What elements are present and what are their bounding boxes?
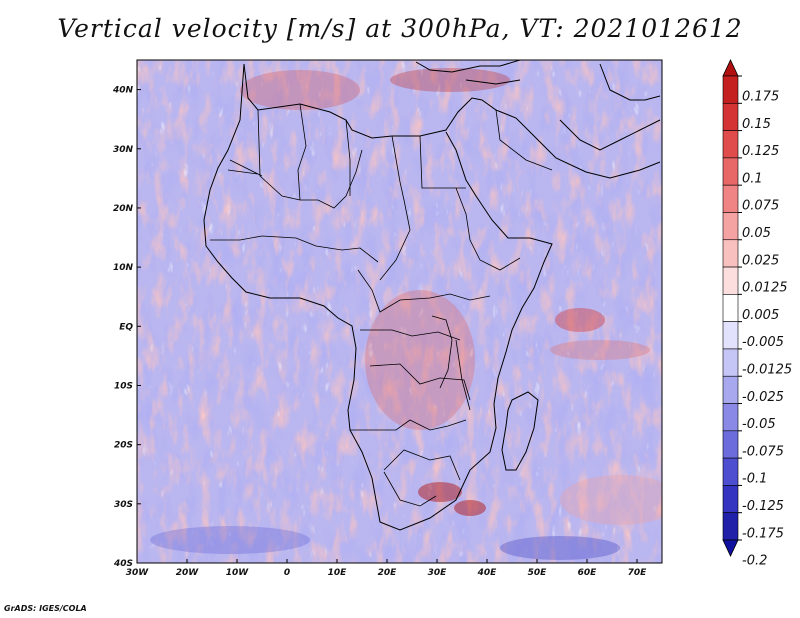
colorbar-label: 0.125	[742, 144, 779, 159]
colorbar-top-triangle	[722, 59, 739, 77]
colorbar-box	[722, 348, 739, 377]
axes: 30W 20W 10W 0 10E 20E 30E 40E 50E 60E 70E 40N 30N 20N…	[112, 86, 647, 578]
colorbar-box	[722, 403, 739, 432]
lon-tick-label: 50E	[528, 568, 548, 578]
colorbar-box	[722, 430, 739, 459]
colorbar-box	[722, 75, 739, 104]
colorbar-box	[722, 102, 739, 131]
lon-tick-label: 20W	[176, 568, 200, 578]
colorbar-label: -0.125	[742, 499, 784, 514]
colorbar-box	[722, 512, 739, 541]
lon-tick-label: 60E	[578, 568, 598, 578]
colorbar-label: -0.075	[742, 444, 784, 459]
colorbar-box	[722, 184, 739, 213]
colorbar-label: 0.075	[742, 199, 779, 214]
lon-tick-label: 70E	[628, 568, 648, 578]
chart-title: Vertical velocity [m/s] at 300hPa, VT: 2…	[57, 14, 743, 43]
colorbar-label: 0.025	[742, 253, 779, 268]
colorbar-box	[722, 485, 739, 514]
colorbar-box	[722, 212, 739, 241]
colorbar-box	[722, 239, 739, 268]
lat-tick-label: 30N	[113, 145, 134, 155]
colorbar-box	[722, 375, 739, 404]
lat-tick-label: 40N	[112, 86, 134, 96]
colorbar-label: -0.0125	[742, 363, 792, 378]
colorbar-label: 0.15	[742, 117, 771, 132]
colorbar-label: -0.1	[742, 472, 767, 487]
lat-tick-label: 40S	[113, 559, 133, 569]
colorbar-label: -0.05	[742, 417, 776, 432]
lat-tick-label: 10N	[113, 263, 134, 273]
lon-tick-label: 30E	[428, 568, 448, 578]
colorbar-label: 0.0125	[742, 281, 788, 296]
coastlines	[203, 60, 661, 531]
colorbar-label: 0.175	[742, 90, 779, 105]
colorbar-box	[722, 457, 739, 486]
grads-credit: GrADS: IGES/COLA	[4, 604, 87, 613]
colorbar-bottom-triangle	[722, 539, 739, 557]
colorbar-label: -0.005	[742, 335, 784, 350]
lon-tick-label: 10W	[226, 568, 250, 578]
lon-tick-label: 40E	[477, 568, 498, 578]
colorbar-box	[722, 266, 739, 295]
colorbar-label: -0.2	[742, 554, 767, 569]
colorbar-label: 0.1	[742, 171, 763, 186]
lon-tick-label: 20E	[378, 568, 398, 578]
lat-tick-label: 30S	[114, 500, 133, 510]
lon-tick-label: 10E	[328, 568, 348, 578]
colorbar: 0.175 0.15 0.125 0.1 0.075 0.05 0.025 0.0125 0.0…	[722, 59, 792, 569]
colorbar-box	[722, 157, 739, 186]
colorbar-label: 0.05	[742, 226, 771, 241]
colorbar-label: 0.005	[742, 308, 779, 323]
colorbar-box	[722, 294, 739, 322]
colorbar-box	[722, 130, 739, 159]
lat-tick-label: 20S	[114, 441, 133, 451]
lat-tick-label: 20N	[113, 204, 134, 214]
lat-tick-label: 10S	[114, 381, 133, 391]
borders	[210, 103, 553, 507]
colorbar-box	[722, 321, 739, 350]
colorbar-label: -0.025	[742, 390, 784, 405]
lon-tick-label: 30W	[126, 568, 150, 578]
colorbar-label: -0.175	[742, 526, 784, 541]
lat-tick-label: EQ	[119, 322, 133, 332]
plot-frame	[136, 59, 663, 564]
lon-tick-label: 0	[284, 568, 290, 578]
velocity-field	[137, 60, 662, 563]
